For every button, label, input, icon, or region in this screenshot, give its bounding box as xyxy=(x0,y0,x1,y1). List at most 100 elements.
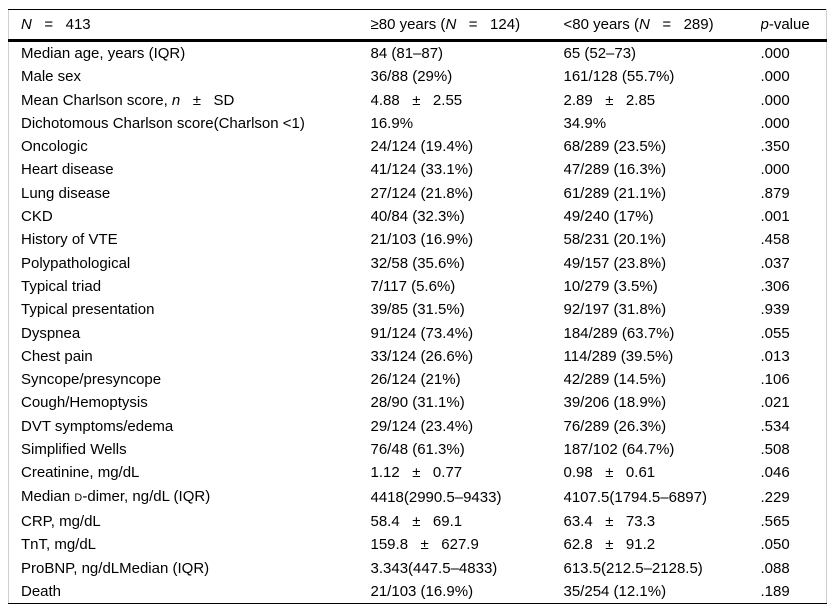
p-value: .001 xyxy=(760,208,790,226)
p-value: .046 xyxy=(760,464,790,482)
p-value: .879 xyxy=(760,184,790,202)
table-row-polypathological: Polypathological 32/58 (35.6%) 49/157 (2… xyxy=(9,252,827,275)
row-label: Lung disease xyxy=(21,184,111,202)
ge80-value: 21/103 (16.9%) xyxy=(370,231,474,249)
ge80-value: 84 (81–87) xyxy=(370,45,444,62)
p-value: .350 xyxy=(760,138,790,156)
p-value: .000 xyxy=(760,45,790,62)
ge80-value: 26/124 (21%) xyxy=(370,371,461,389)
table-row-oncologic: Oncologic 24/124 (19.4%) 68/289 (23.5%) … xyxy=(9,135,827,158)
p-value: .037 xyxy=(760,254,790,272)
table-row-simplified-wells: Simplified Wells 76/48 (61.3%) 187/102 (… xyxy=(9,438,827,461)
lt80-value: 2.89 ± 2.85 xyxy=(563,91,656,109)
charlson-n-italic: n xyxy=(171,91,181,109)
row-label: Death xyxy=(21,582,62,600)
table-row-median-age: Median age, years (IQR) 84 (81–87) 65 (5… xyxy=(9,41,827,66)
header-n-total-text: = 413 xyxy=(31,16,91,33)
table-row-typical-triad: Typical triad 7/117 (5.6%) 10/279 (3.5%)… xyxy=(9,275,827,298)
header-ge80-italic: N xyxy=(445,16,457,33)
ge80-value: 4418(2990.5–9433) xyxy=(370,488,502,506)
header-p-value: p-value xyxy=(760,9,827,42)
ge80-value: 16.9% xyxy=(370,114,414,132)
p-value: .534 xyxy=(760,417,790,435)
p-value: .000 xyxy=(760,161,790,179)
ge80-value: 1.12 ± 0.77 xyxy=(370,464,463,482)
row-label: Mean Charlson score, n ± SD xyxy=(21,91,235,109)
header-n-total-italic: N xyxy=(21,16,32,33)
p-value: .055 xyxy=(760,324,790,342)
lt80-value: 62.8 ± 91.2 xyxy=(563,536,656,554)
table-row-male-sex: Male sex 36/88 (29%) 161/128 (55.7%) .00… xyxy=(9,65,827,88)
table-row-lung-disease: Lung disease 27/124 (21.8%) 61/289 (21.1… xyxy=(9,182,827,205)
p-value: .508 xyxy=(760,441,790,459)
lt80-value: 63.4 ± 73.3 xyxy=(563,512,656,530)
p-value: .021 xyxy=(760,394,790,412)
lt80-value: 34.9% xyxy=(563,114,607,132)
lt80-value: 4107.5(1794.5–6897) xyxy=(563,488,707,506)
lt80-value: 161/128 (55.7%) xyxy=(563,68,675,86)
row-label: Median D-dimer, ng/dL (IQR) xyxy=(21,487,211,505)
table-row-dichotomous-charlson: Dichotomous Charlson score(Charlson <1) … xyxy=(9,112,827,135)
small-caps-d: D xyxy=(74,491,83,504)
lt80-value: 58/231 (20.1%) xyxy=(563,231,667,249)
p-value: .106 xyxy=(760,371,790,389)
row-label: Heart disease xyxy=(21,161,114,179)
table-row-charlson-score: Mean Charlson score, n ± SD 4.88 ± 2.55 … xyxy=(9,89,827,112)
table-row-history-vte: History of VTE 21/103 (16.9%) 58/231 (20… xyxy=(9,228,827,251)
ge80-value: 28/90 (31.1%) xyxy=(370,394,465,412)
ge80-value: 58.4 ± 69.1 xyxy=(370,512,463,530)
row-label: Chest pain xyxy=(21,347,93,365)
p-value: .189 xyxy=(760,582,790,600)
header-n-total: N = 413 xyxy=(8,9,371,42)
lt80-value: 613.5(212.5–2128.5) xyxy=(563,559,703,577)
row-label: DVT symptoms/edema xyxy=(21,417,174,435)
row-label: History of VTE xyxy=(21,231,118,249)
lt80-value: 47/289 (16.3%) xyxy=(563,161,667,179)
table-row-heart-disease: Heart disease 41/124 (33.1%) 47/289 (16.… xyxy=(9,158,827,181)
row-label: Male sex xyxy=(21,68,82,86)
table-row-dvt-symptoms: DVT symptoms/edema 29/124 (23.4%) 76/289… xyxy=(9,415,827,438)
table-row-crp: CRP, mg/dL 58.4 ± 69.1 63.4 ± 73.3 .565 xyxy=(9,510,827,533)
table-row-cough-hemoptysis: Cough/Hemoptysis 28/90 (31.1%) 39/206 (1… xyxy=(9,391,827,414)
p-value: .000 xyxy=(760,114,790,132)
row-label: Syncope/presyncope xyxy=(21,371,162,389)
ge80-value: 40/84 (32.3%) xyxy=(370,208,465,226)
row-label: Typical triad xyxy=(21,277,102,295)
table-body: Median age, years (IQR) 84 (81–87) 65 (5… xyxy=(9,41,827,604)
row-label: Median age, years (IQR) xyxy=(21,45,186,62)
table-row-chest-pain: Chest pain 33/124 (26.6%) 114/289 (39.5%… xyxy=(9,345,827,368)
row-label: TnT, mg/dL xyxy=(21,536,97,554)
table-row-death: Death 21/103 (16.9%) 35/254 (12.1%) .189 xyxy=(9,580,827,604)
ge80-value: 32/58 (35.6%) xyxy=(370,254,465,272)
p-value: .050 xyxy=(760,536,790,554)
lt80-value: 35/254 (12.1%) xyxy=(563,582,667,600)
row-label: Dyspnea xyxy=(21,324,81,342)
lt80-value: 76/289 (26.3%) xyxy=(563,417,667,435)
lt80-value: 184/289 (63.7%) xyxy=(563,324,675,342)
table-header-row: N = 413 ≥80 years (N = 124) <80 years (N… xyxy=(8,9,827,42)
row-label: Typical presentation xyxy=(21,301,155,319)
row-label: Dichotomous Charlson score(Charlson <1) xyxy=(21,114,305,132)
lt80-value: 187/102 (64.7%) xyxy=(563,441,675,459)
ge80-value: 36/88 (29%) xyxy=(370,68,453,86)
row-label: Cough/Hemoptysis xyxy=(21,394,148,412)
ge80-value: 3.343(447.5–4833) xyxy=(370,559,498,577)
row-label: CRP, mg/dL xyxy=(21,512,101,530)
ge80-value: 33/124 (26.6%) xyxy=(370,347,474,365)
table-row-ckd: CKD 40/84 (32.3%) 49/240 (17%) .001 xyxy=(9,205,827,228)
lt80-value: 61/289 (21.1%) xyxy=(563,184,667,202)
row-label: Creatinine, mg/dL xyxy=(21,464,140,482)
ge80-value: 21/103 (16.9%) xyxy=(370,582,474,600)
ge80-value: 39/85 (31.5%) xyxy=(370,301,465,319)
ge80-value: 159.8 ± 627.9 xyxy=(370,536,479,554)
ge80-value: 76/48 (61.3%) xyxy=(370,441,465,459)
header-lt80-italic: N xyxy=(638,16,650,33)
p-value: .939 xyxy=(760,301,790,319)
lt80-value: 49/240 (17%) xyxy=(563,208,654,226)
p-value: .088 xyxy=(760,559,790,577)
lt80-value: 39/206 (18.9%) xyxy=(563,394,667,412)
p-value: .458 xyxy=(760,231,790,249)
table-row-syncope: Syncope/presyncope 26/124 (21%) 42/289 (… xyxy=(9,368,827,391)
p-value: .229 xyxy=(760,488,790,506)
patient-comparison-table: N = 413 ≥80 years (N = 124) <80 years (N… xyxy=(8,9,827,605)
